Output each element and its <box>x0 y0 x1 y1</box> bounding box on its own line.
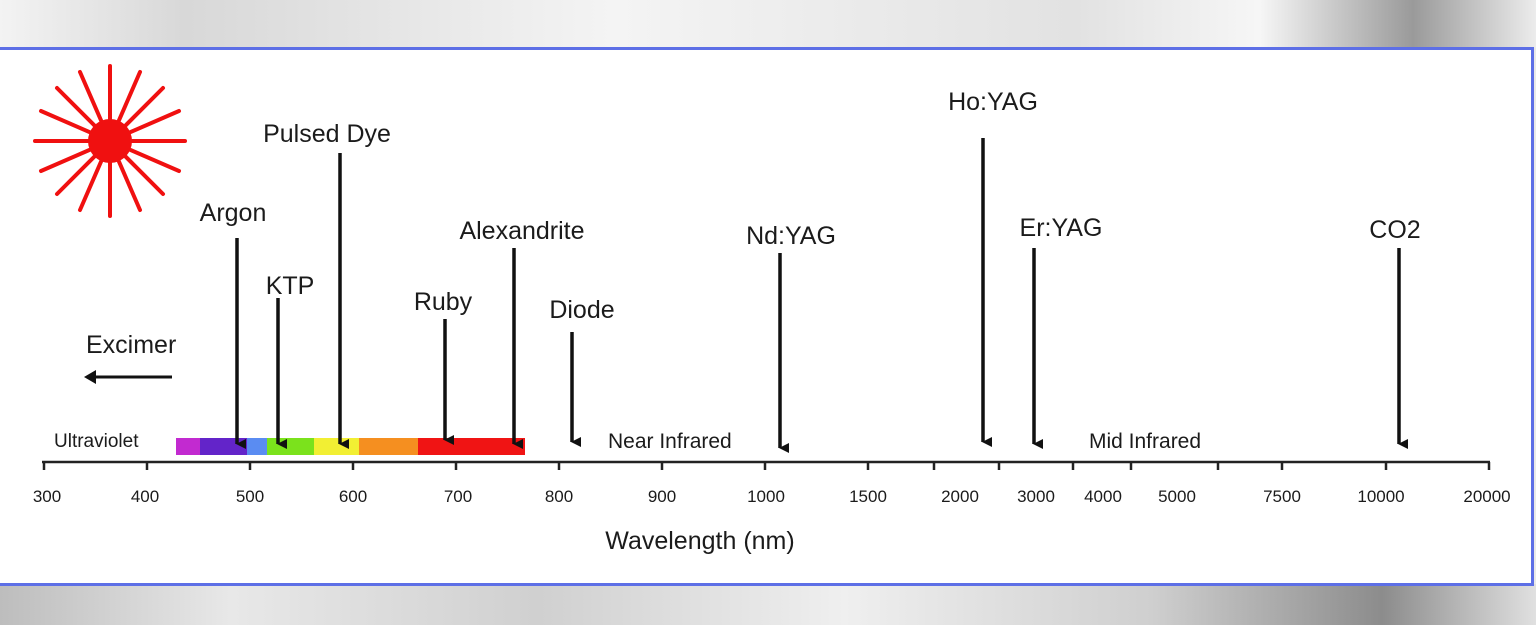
excimer-arrow <box>84 370 172 384</box>
spectrum-segment <box>176 438 200 455</box>
tick-label: 700 <box>444 487 472 506</box>
tick-label: 500 <box>236 487 264 506</box>
visible-spectrum-bar <box>176 438 525 455</box>
laser-label-ho-yag: Ho:YAG <box>948 88 1038 116</box>
laser-label-co2: CO2 <box>1369 216 1420 244</box>
laser-label-excimer: Excimer <box>86 331 176 359</box>
laser-label-diode: Diode <box>549 296 614 324</box>
laser-label-nd-yag: Nd:YAG <box>746 222 836 250</box>
tick-label: 7500 <box>1263 487 1301 506</box>
laser-label-er-yag: Er:YAG <box>1020 214 1103 242</box>
tick-label: 5000 <box>1158 487 1196 506</box>
spectrum-segment <box>247 438 267 455</box>
laser-label-argon: Argon <box>200 199 267 227</box>
region-label-mid-infrared: Mid Infrared <box>1089 430 1201 453</box>
tick-label: 900 <box>648 487 676 506</box>
background-bottom <box>0 584 1536 625</box>
tick-label: 10000 <box>1357 487 1404 506</box>
spectrum-segment <box>418 438 525 455</box>
wavelength-axis <box>42 460 1491 470</box>
laser-label-pulsed-dye: Pulsed Dye <box>263 120 391 148</box>
tick-label: 20000 <box>1463 487 1510 506</box>
axis-label: Wavelength (nm) <box>605 527 794 555</box>
tick-label: 800 <box>545 487 573 506</box>
laser-burst-icon <box>33 64 187 218</box>
tick-label: 400 <box>131 487 159 506</box>
region-label-near-infrared: Near Infrared <box>608 430 732 453</box>
tick-label: 4000 <box>1084 487 1122 506</box>
tick-label: 1000 <box>747 487 785 506</box>
spectrum-segment <box>200 438 247 455</box>
tick-label: 600 <box>339 487 367 506</box>
laser-label-ruby: Ruby <box>414 288 473 316</box>
background-top <box>0 0 1536 48</box>
tick-label: 3000 <box>1017 487 1055 506</box>
spectrum-segment <box>359 438 418 455</box>
laser-label-ktp: KTP <box>266 272 315 300</box>
tick-label: 300 <box>33 487 61 506</box>
spectrum-segment <box>314 438 359 455</box>
tick-label: 1500 <box>849 487 887 506</box>
laser-label-alexandrite: Alexandrite <box>459 217 584 245</box>
tick-label: 2000 <box>941 487 979 506</box>
tick-labels: 300 400 500 600 700 800 900 1000 1500 20… <box>33 487 1511 506</box>
region-label-ultraviolet: Ultraviolet <box>54 431 139 452</box>
spectrum-segment <box>267 438 314 455</box>
diagram-panel <box>0 47 1534 586</box>
